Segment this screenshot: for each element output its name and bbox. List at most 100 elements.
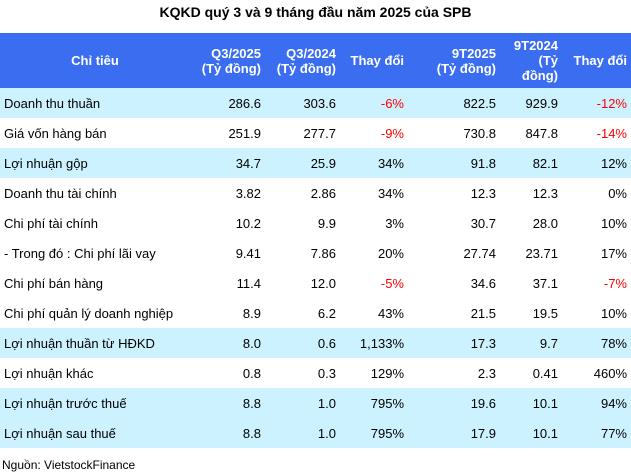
cell: 1.0 <box>265 418 340 448</box>
cell: 8.8 <box>190 388 265 418</box>
cell: 23.71 <box>525 245 558 261</box>
cell: 0.3 <box>317 365 336 381</box>
table-row: Chi phí quản lý doanh nghiệp 8.9 6.2 43% 21.… <box>0 298 631 328</box>
cell: 10.1 <box>500 418 562 448</box>
cell: -6% <box>340 88 408 118</box>
header-cell: Q3/2025 (Tỷ đồng) <box>190 33 265 88</box>
cell: 20% <box>377 245 404 261</box>
table-row: Chi phí tài chính 10.2 9.9 3% 30.7 28.0 10% <box>0 208 631 238</box>
header-cell: Thay đổi <box>340 33 408 88</box>
cell: 19.6 <box>408 388 500 418</box>
table-row: Lợi nhuận thuần từ HĐKD 8.0 0.6 1,133% 17.3 9… <box>0 328 631 358</box>
cell: 929.9 <box>500 88 562 118</box>
cell: 795% <box>340 418 408 448</box>
cell: 77% <box>562 418 631 448</box>
cell: 17.9 <box>408 418 500 448</box>
cell: 12.0 <box>310 275 336 291</box>
cell: 91.8 <box>408 148 500 178</box>
cell: 8.8 <box>190 418 265 448</box>
cell: 1.0 <box>265 388 340 418</box>
table-row: Giá vốn hàng bán 251.9 277.7 -9% 730.8 847.8 -… <box>0 118 631 148</box>
cell: 21.5 <box>470 305 496 321</box>
cell: -5% <box>380 275 404 291</box>
cell: 12.3 <box>470 185 496 201</box>
table-row: Lợi nhuận trước thuế 8.8 1.0 795% 19.6 10.1 94… <box>0 388 631 418</box>
header-cell: Thay đổi <box>562 33 631 88</box>
table-row: - Trong đó : Chi phí lãi vay 9.41 7.86 20% 2… <box>0 238 631 268</box>
table-body: Doanh thu thuần 286.6 303.6 -6% 822.5 929.9 -1… <box>0 88 631 448</box>
cell: 0.6 <box>265 328 340 358</box>
cell: 129% <box>370 365 404 381</box>
cell: 17.3 <box>408 328 500 358</box>
row-label: Doanh thu tài chính <box>4 185 117 201</box>
cell: 19.5 <box>532 305 558 321</box>
cell: 847.8 <box>525 125 558 141</box>
cell: -7% <box>603 275 627 291</box>
cell: 12% <box>562 148 631 178</box>
row-label: Chi phí quản lý doanh nghiệp <box>4 305 174 321</box>
row-label: Lợi nhuận gộp <box>0 148 190 178</box>
table-row: Doanh thu tài chính 3.82 2.86 34% 12.3 12.3 0% <box>0 178 631 208</box>
cell: 10% <box>600 215 627 231</box>
cell: 0.41 <box>532 365 558 381</box>
cell: -9% <box>380 125 404 141</box>
header-row: Chỉ tiêu Q3/2025 (Tỷ đồng) Q3/2024 (Tỷ đồn… <box>0 33 631 88</box>
cell: 78% <box>562 328 631 358</box>
table-row: Chi phí bán hàng 11.4 12.0 -5% 34.6 37.1 -7% <box>0 268 631 298</box>
cell: 9.41 <box>235 245 261 261</box>
cell: 11.4 <box>236 275 261 291</box>
cell: 34% <box>340 148 408 178</box>
cell: 460% <box>593 365 627 381</box>
row-label: Giá vốn hàng bán <box>4 125 107 141</box>
cell: 0.8 <box>242 365 261 381</box>
row-label: Lợi nhuận sau thuế <box>0 418 190 448</box>
table-row: Lợi nhuận khác 0.8 0.3 129% 2.3 0.41 460% <box>0 358 631 388</box>
table-row: Lợi nhuận gộp 34.7 25.9 34% 91.8 82.1 12% <box>0 148 631 178</box>
cell: 94% <box>562 388 631 418</box>
row-label: Lợi nhuận khác <box>4 365 94 381</box>
header-cell: 9T2025 (Tỷ đồng) <box>408 33 500 88</box>
header-cell: 9T2024 (Tỷ đồng) <box>500 33 562 88</box>
cell: 34.7 <box>190 148 265 178</box>
cell: 12.3 <box>532 185 558 201</box>
cell: 8.9 <box>242 305 261 321</box>
cell: 3% <box>385 215 404 231</box>
cell: 0% <box>608 185 627 201</box>
cell: 277.7 <box>303 125 336 141</box>
cell: 82.1 <box>500 148 562 178</box>
cell: 251.9 <box>228 125 261 141</box>
source: Nguồn: VietstockFinance <box>2 458 136 472</box>
row-label: Lợi nhuận thuần từ HĐKD <box>0 328 190 358</box>
cell: 2.3 <box>477 365 496 381</box>
header-cell: Chỉ tiêu <box>0 33 190 88</box>
cell: 9.7 <box>500 328 562 358</box>
title: KQKD quý 3 và 9 tháng đầu năm 2025 của S… <box>159 4 472 20</box>
cell: 8.0 <box>190 328 265 358</box>
table-row: Doanh thu thuần 286.6 303.6 -6% 822.5 929.9 -1… <box>0 88 631 118</box>
cell: -12% <box>562 88 631 118</box>
cell: 34% <box>377 185 404 201</box>
cell: 3.82 <box>235 185 261 201</box>
cell: 6.2 <box>317 305 336 321</box>
row-label: - Trong đó : Chi phí lãi vay <box>4 245 156 261</box>
cell: 30.7 <box>470 215 496 231</box>
cell: 303.6 <box>265 88 340 118</box>
cell: 730.8 <box>463 125 496 141</box>
table: Chỉ tiêu Q3/2025 (Tỷ đồng) Q3/2024 (Tỷ đồn… <box>0 33 631 448</box>
cell: 10.2 <box>235 215 261 231</box>
cell: 795% <box>340 388 408 418</box>
row-label: Chi phí tài chính <box>4 215 98 231</box>
cell: 37.1 <box>532 275 558 291</box>
cell: -14% <box>596 125 627 141</box>
row-label: Doanh thu thuần <box>0 88 190 118</box>
row-label: Lợi nhuận trước thuế <box>0 388 190 418</box>
cell: 43% <box>377 305 404 321</box>
table-row: Lợi nhuận sau thuế 8.8 1.0 795% 17.9 10.1 77% <box>0 418 631 448</box>
cell: 822.5 <box>408 88 500 118</box>
cell: 10.1 <box>500 388 562 418</box>
cell: 27.74 <box>463 245 496 261</box>
cell: 25.9 <box>265 148 340 178</box>
cell: 34.6 <box>470 275 496 291</box>
cell: 2.86 <box>310 185 336 201</box>
